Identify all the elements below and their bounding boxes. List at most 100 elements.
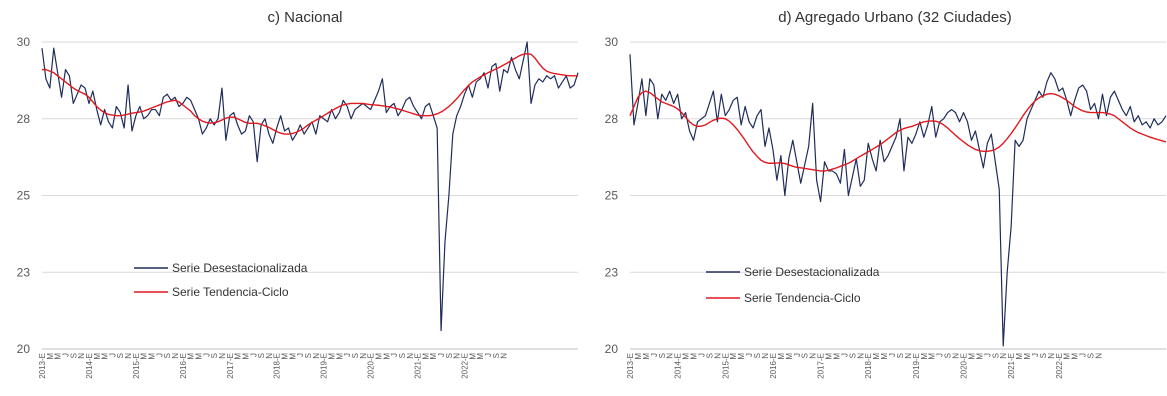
series-line-desestacionalizada [629, 54, 1167, 347]
x-tick-label: M [1023, 353, 1032, 360]
x-tick-label: S [801, 353, 810, 358]
chart-nacional: c) Nacional20232528302013-EMMJSN2014-EMM… [17, 9, 579, 379]
x-tick-label: 2016-E [179, 353, 188, 379]
legend-label: Serie Desestacionalizada [172, 261, 308, 275]
x-tick-label: S [398, 353, 407, 358]
x-tick-label: S [705, 353, 714, 358]
x-tick-label: M [288, 353, 297, 360]
y-tick-label: 28 [17, 112, 31, 126]
x-tick-label: J [840, 353, 849, 357]
x-tick-label: M [880, 353, 889, 360]
x-tick-label: J [793, 353, 802, 357]
x-tick-label: J [650, 353, 659, 357]
x-tick-label: N [904, 353, 913, 359]
x-tick-label: N [453, 353, 462, 359]
series-line-desestacionalizada [41, 41, 579, 332]
legend-label: Serie Tendencia-Ciclo [172, 285, 289, 299]
x-tick-label: M [825, 353, 834, 360]
x-tick-label: S [69, 353, 78, 358]
x-tick-label: S [753, 353, 762, 358]
x-tick-label: 2020-E [367, 353, 376, 379]
x-tick-label: M [328, 353, 337, 360]
x-tick-label: M [1015, 353, 1024, 360]
x-tick-label: S [1039, 353, 1048, 358]
x-tick-label: S [944, 353, 953, 358]
x-tick-label: S [116, 353, 125, 358]
x-tick-label: 2014-E [674, 353, 683, 379]
y-tick-label: 30 [17, 35, 31, 49]
x-tick-label: M [281, 353, 290, 360]
x-tick-label: N [124, 353, 133, 359]
y-tick-label: 20 [605, 342, 619, 356]
x-tick-label: M [642, 353, 651, 360]
x-tick-label: N [1095, 353, 1104, 359]
legend-label: Serie Desestacionalizada [744, 265, 880, 279]
x-tick-label: M [737, 353, 746, 360]
x-tick-label: J [108, 353, 117, 357]
x-tick-label: S [304, 353, 313, 358]
x-tick-label: 2013-E [626, 353, 635, 379]
x-tick-label: N [171, 353, 180, 359]
x-tick-label: N [999, 353, 1008, 359]
x-tick-label: N [856, 353, 865, 359]
x-tick-label: M [187, 353, 196, 360]
x-tick-label: 2018-E [273, 353, 282, 379]
x-tick-label: J [390, 353, 399, 357]
x-tick-label: S [257, 353, 266, 358]
x-tick-label: M [1071, 353, 1080, 360]
x-tick-label: M [194, 353, 203, 360]
x-tick-label: J [888, 353, 897, 357]
series-line-tendencia-ciclo [629, 90, 1167, 172]
x-tick-label: M [729, 353, 738, 360]
x-tick-label: 2019-E [912, 353, 921, 379]
chart-title: c) Nacional [267, 9, 342, 26]
x-tick-label: M [429, 353, 438, 360]
x-tick-label: M [140, 353, 149, 360]
x-tick-label: M [93, 353, 102, 360]
x-tick-label: N [312, 353, 321, 359]
x-tick-label: S [492, 353, 501, 358]
x-tick-label: J [155, 353, 164, 357]
x-tick-label: M [920, 353, 929, 360]
x-tick-label: 2018-E [864, 353, 873, 379]
x-tick-label: S [896, 353, 905, 358]
x-tick-label: J [697, 353, 706, 357]
x-tick-label: 2015-E [721, 353, 730, 379]
y-tick-label: 20 [17, 342, 31, 356]
x-tick-label: M [690, 353, 699, 360]
x-tick-label: 2013-E [38, 353, 47, 379]
x-tick-label: J [936, 353, 945, 357]
x-tick-label: 2019-E [320, 353, 329, 379]
x-tick-label: N [809, 353, 818, 359]
x-tick-label: 2015-E [132, 353, 141, 379]
x-tick-label: J [484, 353, 493, 357]
x-tick-label: N [761, 353, 770, 359]
x-tick-label: J [437, 353, 446, 357]
x-tick-label: M [148, 353, 157, 360]
y-tick-label: 25 [17, 189, 31, 203]
x-tick-label: J [1079, 353, 1088, 357]
series-line-tendencia-ciclo [42, 52, 578, 135]
x-tick-label: M [682, 353, 691, 360]
x-tick-label: M [421, 353, 430, 360]
x-tick-label: N [952, 353, 961, 359]
x-tick-label: S [991, 353, 1000, 358]
y-tick-label: 28 [605, 112, 619, 126]
x-tick-label: N [77, 353, 86, 359]
y-tick-label: 23 [17, 265, 31, 279]
x-tick-label: 2017-E [226, 353, 235, 379]
x-tick-label: 2020-E [960, 353, 969, 379]
x-tick-label: M [46, 353, 55, 360]
x-tick-label: M [975, 353, 984, 360]
y-tick-label: 25 [605, 189, 619, 203]
x-tick-label: 2022-E [1055, 353, 1064, 379]
chart-agregado-urbano: d) Agregado Urbano (32 Ciudades) 20 23 25 28… [605, 9, 1167, 379]
x-tick-label: N [218, 353, 227, 359]
x-tick-label: M [476, 353, 485, 360]
x-tick-label: J [61, 353, 70, 357]
x-tick-label: 2021-E [1007, 353, 1016, 379]
x-tick-label: M [967, 353, 976, 360]
x-tick-label: S [351, 353, 360, 358]
x-tick-label: N [265, 353, 274, 359]
